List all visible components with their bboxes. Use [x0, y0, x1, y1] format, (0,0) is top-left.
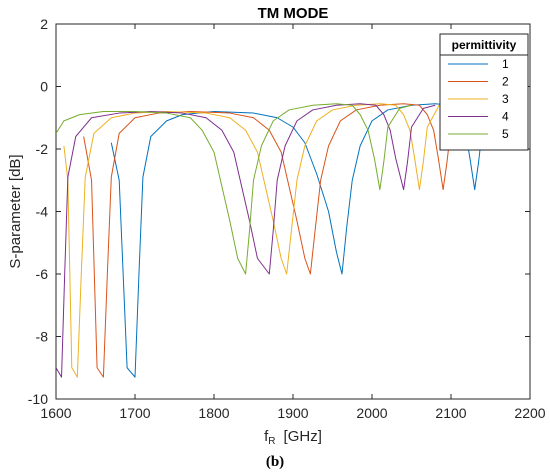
- x-tick-label: 1700: [119, 405, 150, 421]
- legend-title: permittivity: [452, 38, 517, 52]
- x-tick-label: 1600: [40, 405, 71, 421]
- y-tick-label: -4: [36, 204, 49, 220]
- y-tick-label: 2: [40, 16, 48, 32]
- legend-label-1: 1: [502, 57, 509, 71]
- x-tick-label: 1900: [277, 405, 308, 421]
- x-tick-label: 2000: [356, 405, 387, 421]
- x-axis-title: fR[GHz]: [264, 428, 322, 447]
- y-axis-title: S-parameter [dB]: [7, 154, 24, 268]
- x-tick-label: 1800: [198, 405, 229, 421]
- x-tick-label: 2100: [435, 405, 466, 421]
- x-axis-title-subscript: R: [268, 436, 275, 447]
- legend-label-3: 3: [502, 92, 509, 106]
- y-tick-label: -6: [36, 266, 49, 282]
- y-tick-label: 0: [40, 79, 48, 95]
- chart-title: TM MODE: [258, 5, 329, 22]
- x-tick-label: 2200: [514, 405, 545, 421]
- legend: permittivity 1 2 3 4 5: [440, 34, 528, 150]
- legend-label-5: 5: [502, 127, 509, 141]
- y-tick-label: -8: [36, 329, 49, 345]
- legend-label-2: 2: [502, 75, 509, 89]
- y-tick-label: -10: [28, 391, 48, 407]
- y-tick-label: -2: [36, 141, 49, 157]
- figure-caption: (b): [266, 454, 284, 470]
- legend-label-4: 4: [502, 110, 509, 124]
- x-axis-title-unit: [GHz]: [284, 428, 322, 445]
